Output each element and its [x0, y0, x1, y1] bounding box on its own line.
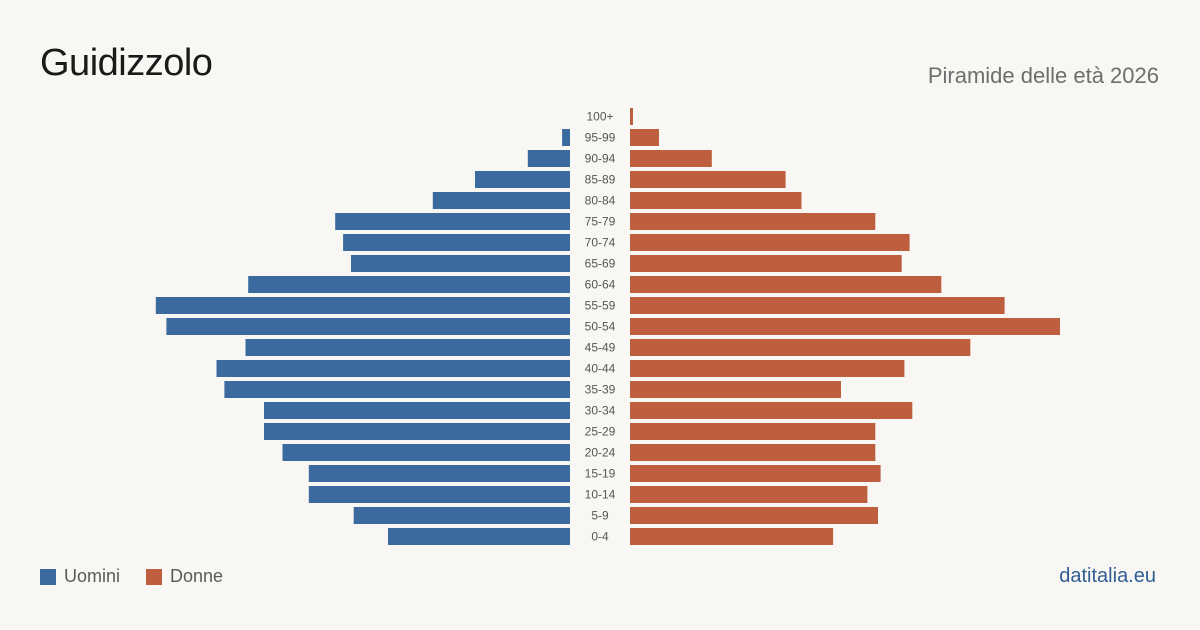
age-group-label: 65-69 — [585, 257, 616, 271]
bar-women-75-79 — [630, 213, 876, 230]
age-group-label: 80-84 — [585, 194, 616, 208]
bar-men-10-14 — [308, 486, 570, 503]
source-link[interactable]: datitalia.eu — [1059, 565, 1156, 587]
age-group-label: 15-19 — [585, 467, 616, 481]
bar-men-60-64 — [248, 276, 570, 293]
bar-men-20-24 — [282, 444, 570, 461]
bar-women-10-14 — [630, 486, 868, 503]
bar-women-100+ — [630, 108, 633, 125]
age-group-label: 55-59 — [585, 299, 616, 313]
legend-item-women: Donne — [146, 566, 223, 587]
age-group-label: 0-4 — [591, 530, 609, 544]
bar-women-45-49 — [630, 339, 971, 356]
bar-women-55-59 — [630, 297, 1005, 314]
age-group-label: 95-99 — [585, 131, 616, 145]
bar-men-35-39 — [224, 381, 570, 398]
bar-women-80-84 — [630, 192, 802, 209]
age-group-label: 90-94 — [585, 152, 616, 166]
age-group-label: 25-29 — [585, 425, 616, 439]
page-title: Guidizzolo — [40, 42, 213, 84]
bar-women-50-54 — [630, 318, 1060, 335]
bar-men-70-74 — [343, 234, 570, 251]
legend-swatch-women — [146, 568, 163, 585]
legend-item-men: Uomini — [40, 566, 120, 587]
bar-women-60-64 — [630, 276, 942, 293]
age-group-label: 10-14 — [585, 488, 616, 502]
bar-women-95-99 — [630, 129, 659, 146]
chart-subtitle: Piramide delle età 2026 — [927, 63, 1159, 88]
bar-men-30-34 — [264, 402, 570, 419]
bar-men-85-89 — [475, 171, 570, 188]
age-group-label: 70-74 — [585, 236, 616, 250]
age-group-label: 100+ — [586, 110, 613, 124]
bar-men-15-19 — [308, 465, 570, 482]
bar-women-70-74 — [630, 234, 910, 251]
bar-men-80-84 — [432, 192, 570, 209]
legend-label-men: Uomini — [64, 566, 121, 586]
age-group-label: 85-89 — [585, 173, 616, 187]
age-group-label: 40-44 — [585, 362, 616, 376]
bar-men-55-59 — [155, 297, 571, 314]
bar-women-65-69 — [630, 255, 902, 272]
bar-women-35-39 — [630, 381, 841, 398]
age-group-label: 60-64 — [585, 278, 616, 292]
bar-men-25-29 — [264, 423, 570, 440]
age-group-label: 5-9 — [591, 509, 609, 523]
bar-men-50-54 — [166, 318, 570, 335]
age-group-label: 35-39 — [585, 383, 616, 397]
bar-men-5-9 — [353, 507, 570, 524]
bar-men-75-79 — [335, 213, 570, 230]
bar-men-65-69 — [351, 255, 570, 272]
bar-men-40-44 — [216, 360, 570, 377]
bar-men-0-4 — [388, 528, 570, 545]
chart-legend: Uomini Donne — [40, 566, 249, 587]
bar-women-0-4 — [630, 528, 834, 545]
bar-women-90-94 — [630, 150, 712, 167]
bar-women-5-9 — [630, 507, 878, 524]
legend-label-women: Donne — [170, 566, 224, 586]
bar-men-90-94 — [527, 150, 570, 167]
age-group-label: 50-54 — [585, 320, 616, 334]
age-group-label: 75-79 — [585, 215, 616, 229]
bar-women-20-24 — [630, 444, 876, 461]
age-group-label: 45-49 — [585, 341, 616, 355]
bar-women-40-44 — [630, 360, 905, 377]
bar-women-15-19 — [630, 465, 881, 482]
bar-women-25-29 — [630, 423, 876, 440]
bar-men-45-49 — [245, 339, 570, 356]
age-group-label: 30-34 — [585, 404, 616, 418]
legend-swatch-men — [40, 568, 56, 585]
bar-men-95-99 — [562, 129, 570, 146]
bar-women-30-34 — [630, 402, 913, 419]
age-group-label: 20-24 — [585, 446, 616, 460]
bar-women-85-89 — [630, 171, 786, 188]
